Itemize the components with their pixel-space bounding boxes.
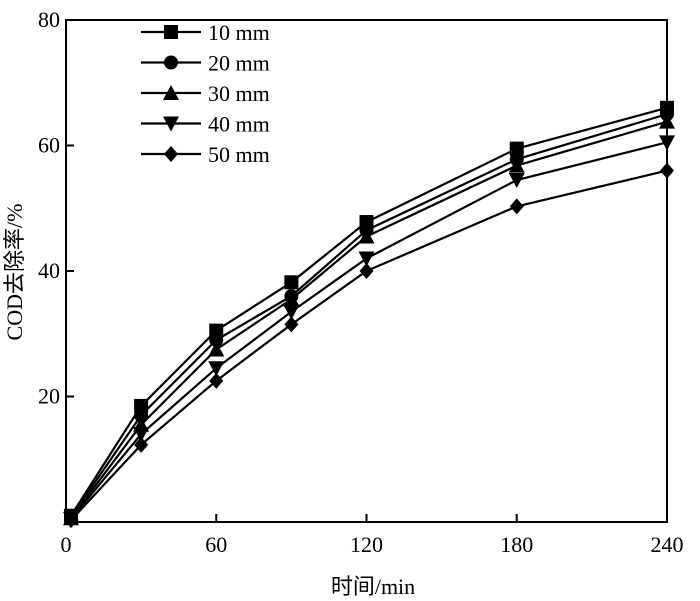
data-point bbox=[64, 512, 79, 529]
x-tick-label: 240 bbox=[651, 532, 684, 557]
data-point bbox=[509, 141, 524, 156]
x-tick-label: 60 bbox=[205, 532, 227, 557]
legend-label: 20 mm bbox=[208, 51, 270, 76]
data-point bbox=[509, 198, 524, 215]
x-axis-title: 时间/min bbox=[331, 574, 415, 599]
data-point bbox=[284, 316, 299, 333]
series-30-mm bbox=[63, 113, 675, 526]
y-tick-label: 40 bbox=[38, 258, 60, 283]
legend-label: 50 mm bbox=[208, 142, 270, 167]
legend-item: 40 mm bbox=[141, 112, 270, 137]
legend-label: 10 mm bbox=[208, 20, 270, 45]
series-20-mm bbox=[64, 107, 674, 524]
series-layer bbox=[63, 100, 675, 529]
data-point bbox=[208, 341, 225, 357]
legend-marker bbox=[163, 85, 179, 100]
series-line bbox=[70, 113, 668, 518]
y-tick-label: 80 bbox=[38, 7, 60, 32]
data-point bbox=[660, 162, 674, 179]
legend: 10 mm 20 mm 30 mm 40 mm 50 mm bbox=[141, 20, 270, 167]
data-point bbox=[134, 408, 149, 423]
series-line bbox=[70, 106, 668, 517]
axes: 0 60 120 180 240 20 40 60 80 bbox=[38, 7, 684, 557]
data-point bbox=[283, 304, 300, 320]
legend-marker bbox=[164, 25, 178, 39]
data-point bbox=[508, 157, 525, 173]
legend-item: 10 mm bbox=[141, 20, 270, 45]
x-tick-label: 0 bbox=[61, 532, 72, 557]
data-point bbox=[283, 291, 300, 307]
x-tick-label: 120 bbox=[350, 532, 383, 557]
legend-marker bbox=[163, 116, 179, 132]
legend-label: 40 mm bbox=[208, 112, 270, 137]
series-50-mm bbox=[64, 162, 674, 529]
legend-item: 50 mm bbox=[141, 142, 270, 167]
legend-item: 20 mm bbox=[141, 51, 270, 76]
x-tick-label: 180 bbox=[500, 532, 533, 557]
data-point bbox=[134, 436, 149, 453]
data-point bbox=[358, 228, 375, 244]
legend-marker bbox=[164, 55, 178, 70]
legend-marker bbox=[164, 146, 178, 162]
data-point bbox=[359, 263, 374, 279]
legend-label: 30 mm bbox=[208, 81, 270, 106]
series-line bbox=[70, 141, 668, 520]
data-point bbox=[209, 333, 224, 348]
data-point bbox=[208, 361, 225, 377]
legend-item: 30 mm bbox=[141, 81, 270, 106]
data-point bbox=[358, 251, 375, 267]
data-point bbox=[284, 275, 299, 290]
data-point bbox=[659, 135, 675, 151]
series-40-mm bbox=[63, 135, 675, 527]
data-point bbox=[508, 173, 525, 189]
data-point bbox=[133, 427, 150, 443]
data-point bbox=[209, 372, 224, 389]
y-tick-label: 60 bbox=[38, 133, 60, 158]
series-line bbox=[70, 120, 668, 519]
y-tick-label: 20 bbox=[38, 384, 60, 409]
y-axis-title: COD去除率/% bbox=[2, 204, 27, 341]
data-point bbox=[659, 113, 675, 129]
